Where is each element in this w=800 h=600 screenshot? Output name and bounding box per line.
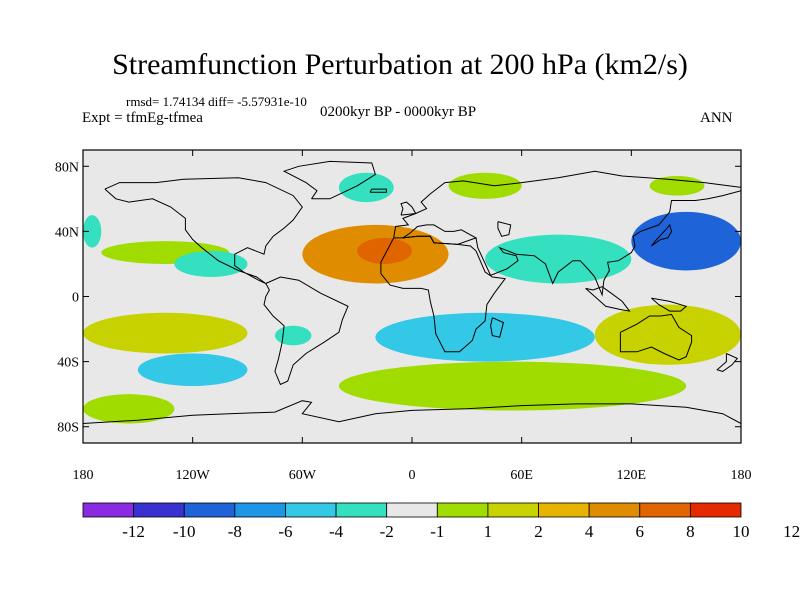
colorbar: -12 -10 -8 -6 -4 -2 -1 1 2 4 6 8 10 12 xyxy=(82,502,800,541)
period-label: 0200kyr BP - 0000kyr BP xyxy=(320,104,477,120)
australia-coast xyxy=(619,313,693,361)
field-region-australia-max xyxy=(594,304,741,365)
field-region-south-atlantic-indian-min xyxy=(375,312,595,362)
colorbar-swatch xyxy=(487,502,539,518)
field-region-equatorial-pacific-max xyxy=(83,312,248,354)
british-isles-coast xyxy=(400,201,417,216)
y-tick-label: 40N xyxy=(55,225,79,240)
season-label: ANN xyxy=(700,110,733,126)
chart-title: Streamfunction Perturbation at 200 hPa (… xyxy=(112,48,688,81)
colorbar-swatch xyxy=(234,502,286,518)
field-region-south-pacific-min xyxy=(137,353,248,387)
field-region-europe-max xyxy=(448,172,522,199)
colorbar-swatch xyxy=(436,502,489,518)
japan-coast xyxy=(651,223,673,247)
colorbar-swatch xyxy=(82,502,135,518)
y-tick-label: 80S xyxy=(57,421,79,436)
field-region-north-atlantic-min xyxy=(338,172,394,203)
y-tick-label: 0 xyxy=(72,291,79,306)
colorbar-label: -4 xyxy=(329,522,344,541)
x-tick-label: 60W xyxy=(289,468,317,483)
colorbar-swatch xyxy=(538,502,590,518)
north-america-coast xyxy=(104,177,303,284)
x-tick-label: 60E xyxy=(510,468,533,483)
colorbar-label: 4 xyxy=(585,522,594,541)
field-region-south-pacific-max xyxy=(83,394,175,424)
colorbar-label: -2 xyxy=(380,522,394,541)
colorbar-label: -1 xyxy=(430,522,444,541)
colorbar-swatch xyxy=(639,502,691,518)
field-region-pacific-min xyxy=(174,250,248,277)
colorbar-swatch xyxy=(335,502,388,518)
greenland-coast xyxy=(282,160,376,200)
colorbar-swatch xyxy=(386,502,438,518)
colorbar-label: -6 xyxy=(278,522,292,541)
indonesia-coast xyxy=(585,286,631,312)
mediterranean-coast xyxy=(402,224,478,245)
colorbar-label: 1 xyxy=(484,522,493,541)
asia-south-coast xyxy=(475,190,741,297)
coastlines xyxy=(83,160,741,424)
colorbar-label: -10 xyxy=(173,522,196,541)
antarctica-coast xyxy=(83,400,741,424)
streamfunction-field xyxy=(83,172,741,424)
colorbar-label: 6 xyxy=(636,522,645,541)
new-zealand-coast xyxy=(716,353,739,372)
field-region-pacific-max-northwest xyxy=(83,215,102,248)
y-tick-label: 40S xyxy=(57,356,79,371)
new-guinea-coast xyxy=(651,297,688,312)
field-region-west-pacific-min xyxy=(631,211,741,271)
experiment-label: Expt = tfmEg-tfmea xyxy=(82,110,203,126)
colorbar-label: 8 xyxy=(686,522,695,541)
colorbar-label: -12 xyxy=(122,522,145,541)
south-america-coast xyxy=(263,276,349,386)
field-region-southern-ocean-max xyxy=(338,361,687,411)
europe-asia-coast xyxy=(393,170,741,238)
x-tick-label: 180 xyxy=(73,468,94,483)
y-axis: 80N 40N 0 40S 80S xyxy=(55,160,741,436)
colorbar-swatch xyxy=(689,502,742,518)
y-tick-label: 80N xyxy=(55,160,79,175)
colorbar-label: 10 xyxy=(733,522,750,541)
x-axis: 180 120W 60W 0 60E 120E 180 xyxy=(73,150,752,483)
stats-label: rmsd= 1.74134 diff= -5.57931e-10 xyxy=(126,94,307,109)
x-tick-label: 120E xyxy=(617,468,647,483)
x-tick-label: 0 xyxy=(409,468,416,483)
colorbar-label: -8 xyxy=(228,522,242,541)
iceland-coast xyxy=(369,188,387,193)
madagascar-coast xyxy=(490,317,504,338)
field-region-central-asia-min xyxy=(485,234,632,284)
colorbar-swatch xyxy=(133,502,185,518)
field-region-eastern-atlantic-inner-max xyxy=(357,237,413,264)
caspian-coast xyxy=(497,221,512,237)
colorbar-swatch xyxy=(588,502,641,518)
field-region-south-america-min xyxy=(274,325,312,346)
x-tick-label: 180 xyxy=(731,468,752,483)
colorbar-label: 2 xyxy=(534,522,543,541)
colorbar-swatch xyxy=(285,502,337,518)
colorbar-label: 12 xyxy=(783,522,800,541)
x-tick-label: 120W xyxy=(176,468,211,483)
colorbar-swatch xyxy=(183,502,236,518)
